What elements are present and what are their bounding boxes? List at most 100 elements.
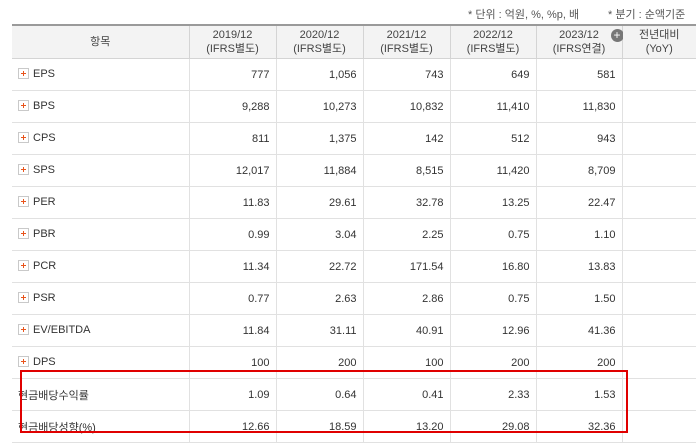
row-label-cell[interactable]: EV/EBITDA bbox=[12, 314, 190, 347]
value-cell: 200 bbox=[535, 346, 623, 379]
expand-plus-icon[interactable] bbox=[18, 292, 29, 304]
row-label-cell[interactable]: DPS bbox=[12, 346, 190, 379]
value-cell: 649 bbox=[449, 58, 537, 91]
value-cell: 1.53 bbox=[535, 378, 623, 411]
value-cell: 12,017 bbox=[188, 154, 277, 187]
value-cell: 11,410 bbox=[449, 90, 537, 123]
header-col-2022: 2022/12 (IFRS별도) bbox=[449, 24, 537, 59]
yoy-cell bbox=[621, 282, 696, 315]
value-cell: 100 bbox=[362, 346, 451, 379]
value-cell: 31.11 bbox=[275, 314, 364, 347]
row-label-cell[interactable]: CPS bbox=[12, 122, 190, 155]
value-cell: 8,515 bbox=[362, 154, 451, 187]
row-label: PCR bbox=[33, 260, 57, 273]
row-label-cell[interactable]: BPS bbox=[12, 90, 190, 123]
value-cell: 9,288 bbox=[188, 90, 277, 123]
value-cell: 943 bbox=[535, 122, 623, 155]
value-cell: 142 bbox=[362, 122, 451, 155]
header-col-2019: 2019/12 (IFRS별도) bbox=[188, 24, 277, 59]
table-row: CPS 811 1,375 142 512 943 bbox=[12, 122, 696, 155]
value-cell: 1,056 bbox=[275, 58, 364, 91]
row-label-cell: 현금배당수익률 bbox=[12, 378, 190, 411]
header-col-2021: 2021/12 (IFRS별도) bbox=[362, 24, 451, 59]
row-label: EV/EBITDA bbox=[33, 324, 91, 337]
value-cell: 18.59 bbox=[275, 410, 364, 443]
header-col-2023: 2023/12 (IFRS연결) + bbox=[535, 24, 624, 59]
expand-plus-icon[interactable] bbox=[18, 196, 29, 208]
value-cell: 29.61 bbox=[275, 186, 364, 219]
header-col-yoy: 전년대비 (YoY) bbox=[621, 24, 696, 59]
yoy-cell bbox=[621, 122, 696, 155]
value-cell: 22.47 bbox=[535, 186, 623, 219]
table-row: PER 11.83 29.61 32.78 13.25 22.47 bbox=[12, 186, 696, 219]
header-col-2020: 2020/12 (IFRS별도) bbox=[275, 24, 364, 59]
row-label-cell[interactable]: PBR bbox=[12, 218, 190, 251]
value-cell: 1.09 bbox=[188, 378, 277, 411]
yoy-cell bbox=[621, 186, 696, 219]
expand-plus-icon[interactable] bbox=[18, 260, 29, 272]
period-note: * 분기 : 순액기준 bbox=[608, 9, 686, 21]
row-label: DPS bbox=[33, 356, 56, 369]
expand-plus-icon[interactable] bbox=[18, 100, 29, 112]
expand-plus-icon[interactable] bbox=[18, 324, 29, 336]
table-row: PBR 0.99 3.04 2.25 0.75 1.10 bbox=[12, 218, 696, 251]
value-cell: 1,375 bbox=[275, 122, 364, 155]
table-row: PSR 0.77 2.63 2.86 0.75 1.50 bbox=[12, 282, 696, 315]
row-label-cell[interactable]: PCR bbox=[12, 250, 190, 283]
value-cell: 200 bbox=[275, 346, 364, 379]
yoy-cell bbox=[621, 378, 696, 411]
row-label: CPS bbox=[33, 132, 56, 145]
yoy-cell bbox=[621, 90, 696, 123]
value-cell: 0.75 bbox=[449, 282, 537, 315]
value-cell: 10,832 bbox=[362, 90, 451, 123]
table-row: EV/EBITDA 11.84 31.11 40.91 12.96 41.36 bbox=[12, 314, 696, 347]
plus-circle-icon[interactable]: + bbox=[610, 29, 624, 42]
value-cell: 0.77 bbox=[188, 282, 277, 315]
value-cell: 2.25 bbox=[362, 218, 451, 251]
expand-plus-icon[interactable] bbox=[18, 68, 29, 80]
row-label: BPS bbox=[33, 100, 56, 113]
value-cell: 2.33 bbox=[449, 378, 537, 411]
value-cell: 13.20 bbox=[362, 410, 451, 443]
yoy-cell bbox=[621, 250, 696, 283]
value-cell: 0.75 bbox=[449, 218, 537, 251]
row-label: PBR bbox=[33, 228, 56, 241]
value-cell: 29.08 bbox=[449, 410, 537, 443]
table-row: EPS 777 1,056 743 649 581 bbox=[12, 58, 696, 91]
yoy-cell bbox=[621, 346, 696, 379]
row-label: PER bbox=[33, 196, 56, 209]
expand-plus-icon[interactable] bbox=[18, 164, 29, 176]
value-cell: 581 bbox=[535, 58, 623, 91]
expand-plus-icon[interactable] bbox=[18, 228, 29, 240]
row-label-cell[interactable]: SPS bbox=[12, 154, 190, 187]
header-item: 항목 bbox=[12, 24, 190, 59]
row-label: EPS bbox=[33, 68, 56, 81]
row-label: SPS bbox=[33, 164, 56, 177]
row-label-cell[interactable]: PSR bbox=[12, 282, 190, 315]
expand-plus-icon[interactable] bbox=[18, 356, 29, 368]
value-cell: 512 bbox=[449, 122, 537, 155]
value-cell: 32.78 bbox=[362, 186, 451, 219]
value-cell: 40.91 bbox=[362, 314, 451, 347]
table-row: 현금배당수익률 1.09 0.64 0.41 2.33 1.53 bbox=[12, 378, 696, 411]
header-row: 항목 2019/12 (IFRS별도) 2020/12 (IFRS별도) 2021/… bbox=[12, 24, 696, 59]
financial-ratio-table: 항목 2019/12 (IFRS별도) 2020/12 (IFRS별도) 2021/… bbox=[12, 24, 696, 443]
value-cell: 1.10 bbox=[535, 218, 623, 251]
value-cell: 11.34 bbox=[188, 250, 277, 283]
value-cell: 0.64 bbox=[275, 378, 364, 411]
yoy-cell bbox=[621, 218, 696, 251]
value-cell: 100 bbox=[188, 346, 277, 379]
value-cell: 777 bbox=[188, 58, 277, 91]
table-row: SPS 12,017 11,884 8,515 11,420 8,709 bbox=[12, 154, 696, 187]
yoy-cell bbox=[621, 154, 696, 187]
row-label-cell[interactable]: EPS bbox=[12, 58, 190, 91]
row-label-cell[interactable]: PER bbox=[12, 186, 190, 219]
value-cell: 11.84 bbox=[188, 314, 277, 347]
yoy-cell bbox=[621, 58, 696, 91]
value-cell: 11,884 bbox=[275, 154, 364, 187]
table-row: 현금배당성향(%) 12.66 18.59 13.20 29.08 32.36 bbox=[12, 410, 696, 443]
table-row: DPS 100 200 100 200 200 bbox=[12, 346, 696, 379]
value-cell: 12.66 bbox=[188, 410, 277, 443]
unit-note: * 단위 : 억원, %, %p, 배 bbox=[468, 9, 580, 21]
expand-plus-icon[interactable] bbox=[18, 132, 29, 144]
